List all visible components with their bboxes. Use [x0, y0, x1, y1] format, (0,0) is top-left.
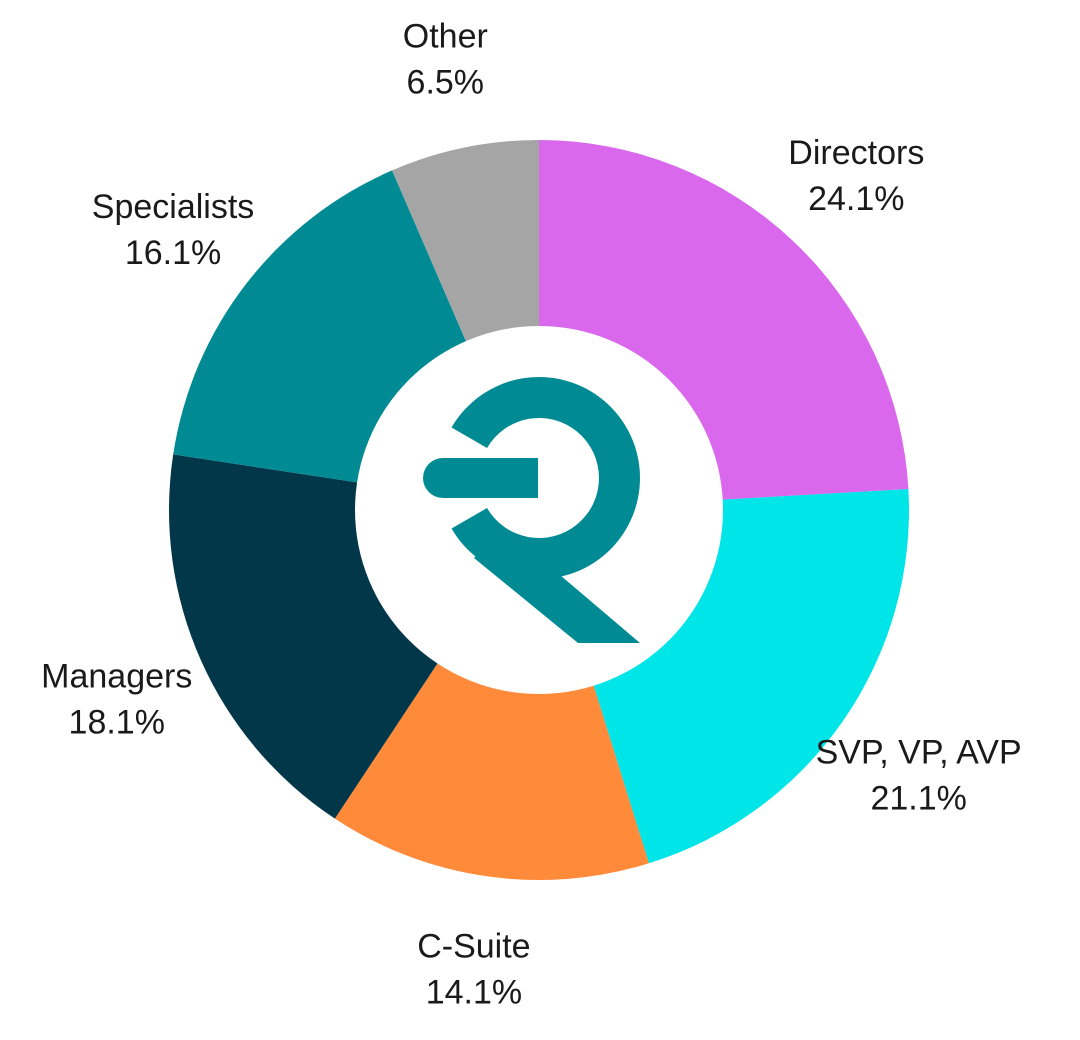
slice-label-specialists: Specialists 16.1% — [92, 188, 255, 272]
slice-name: Specialists — [92, 188, 255, 226]
slice-label-managers: Managers 18.1% — [41, 657, 192, 741]
slice-c-suite — [334, 510, 649, 881]
slice-value: 24.1% — [808, 180, 904, 218]
slice-label-directors: Directors 24.1% — [788, 134, 924, 218]
slice-name: Directors — [788, 134, 924, 172]
slice-name: SVP, VP, AVP — [816, 733, 1022, 771]
slice-name: Managers — [41, 657, 192, 695]
donut-hole — [355, 326, 723, 694]
slice-label-svp-vp-avp: SVP, VP, AVP 21.1% — [816, 733, 1022, 817]
slice-value: 21.1% — [870, 779, 966, 817]
slice-value: 18.1% — [69, 703, 165, 741]
brand-r-logo-icon — [423, 377, 640, 643]
slice-label-c-suite: C-Suite 14.1% — [417, 927, 530, 1011]
slice-value: 16.1% — [125, 234, 221, 272]
slice-value: 6.5% — [407, 64, 485, 102]
slice-value: 14.1% — [426, 973, 522, 1011]
slice-label-other: Other 6.5% — [403, 18, 488, 102]
slice-name: Other — [403, 18, 488, 56]
slice-name: C-Suite — [417, 927, 530, 965]
slice-labels: Directors 24.1% SVP, VP, AVP 21.1% C-Suite 14… — [41, 18, 1022, 1012]
